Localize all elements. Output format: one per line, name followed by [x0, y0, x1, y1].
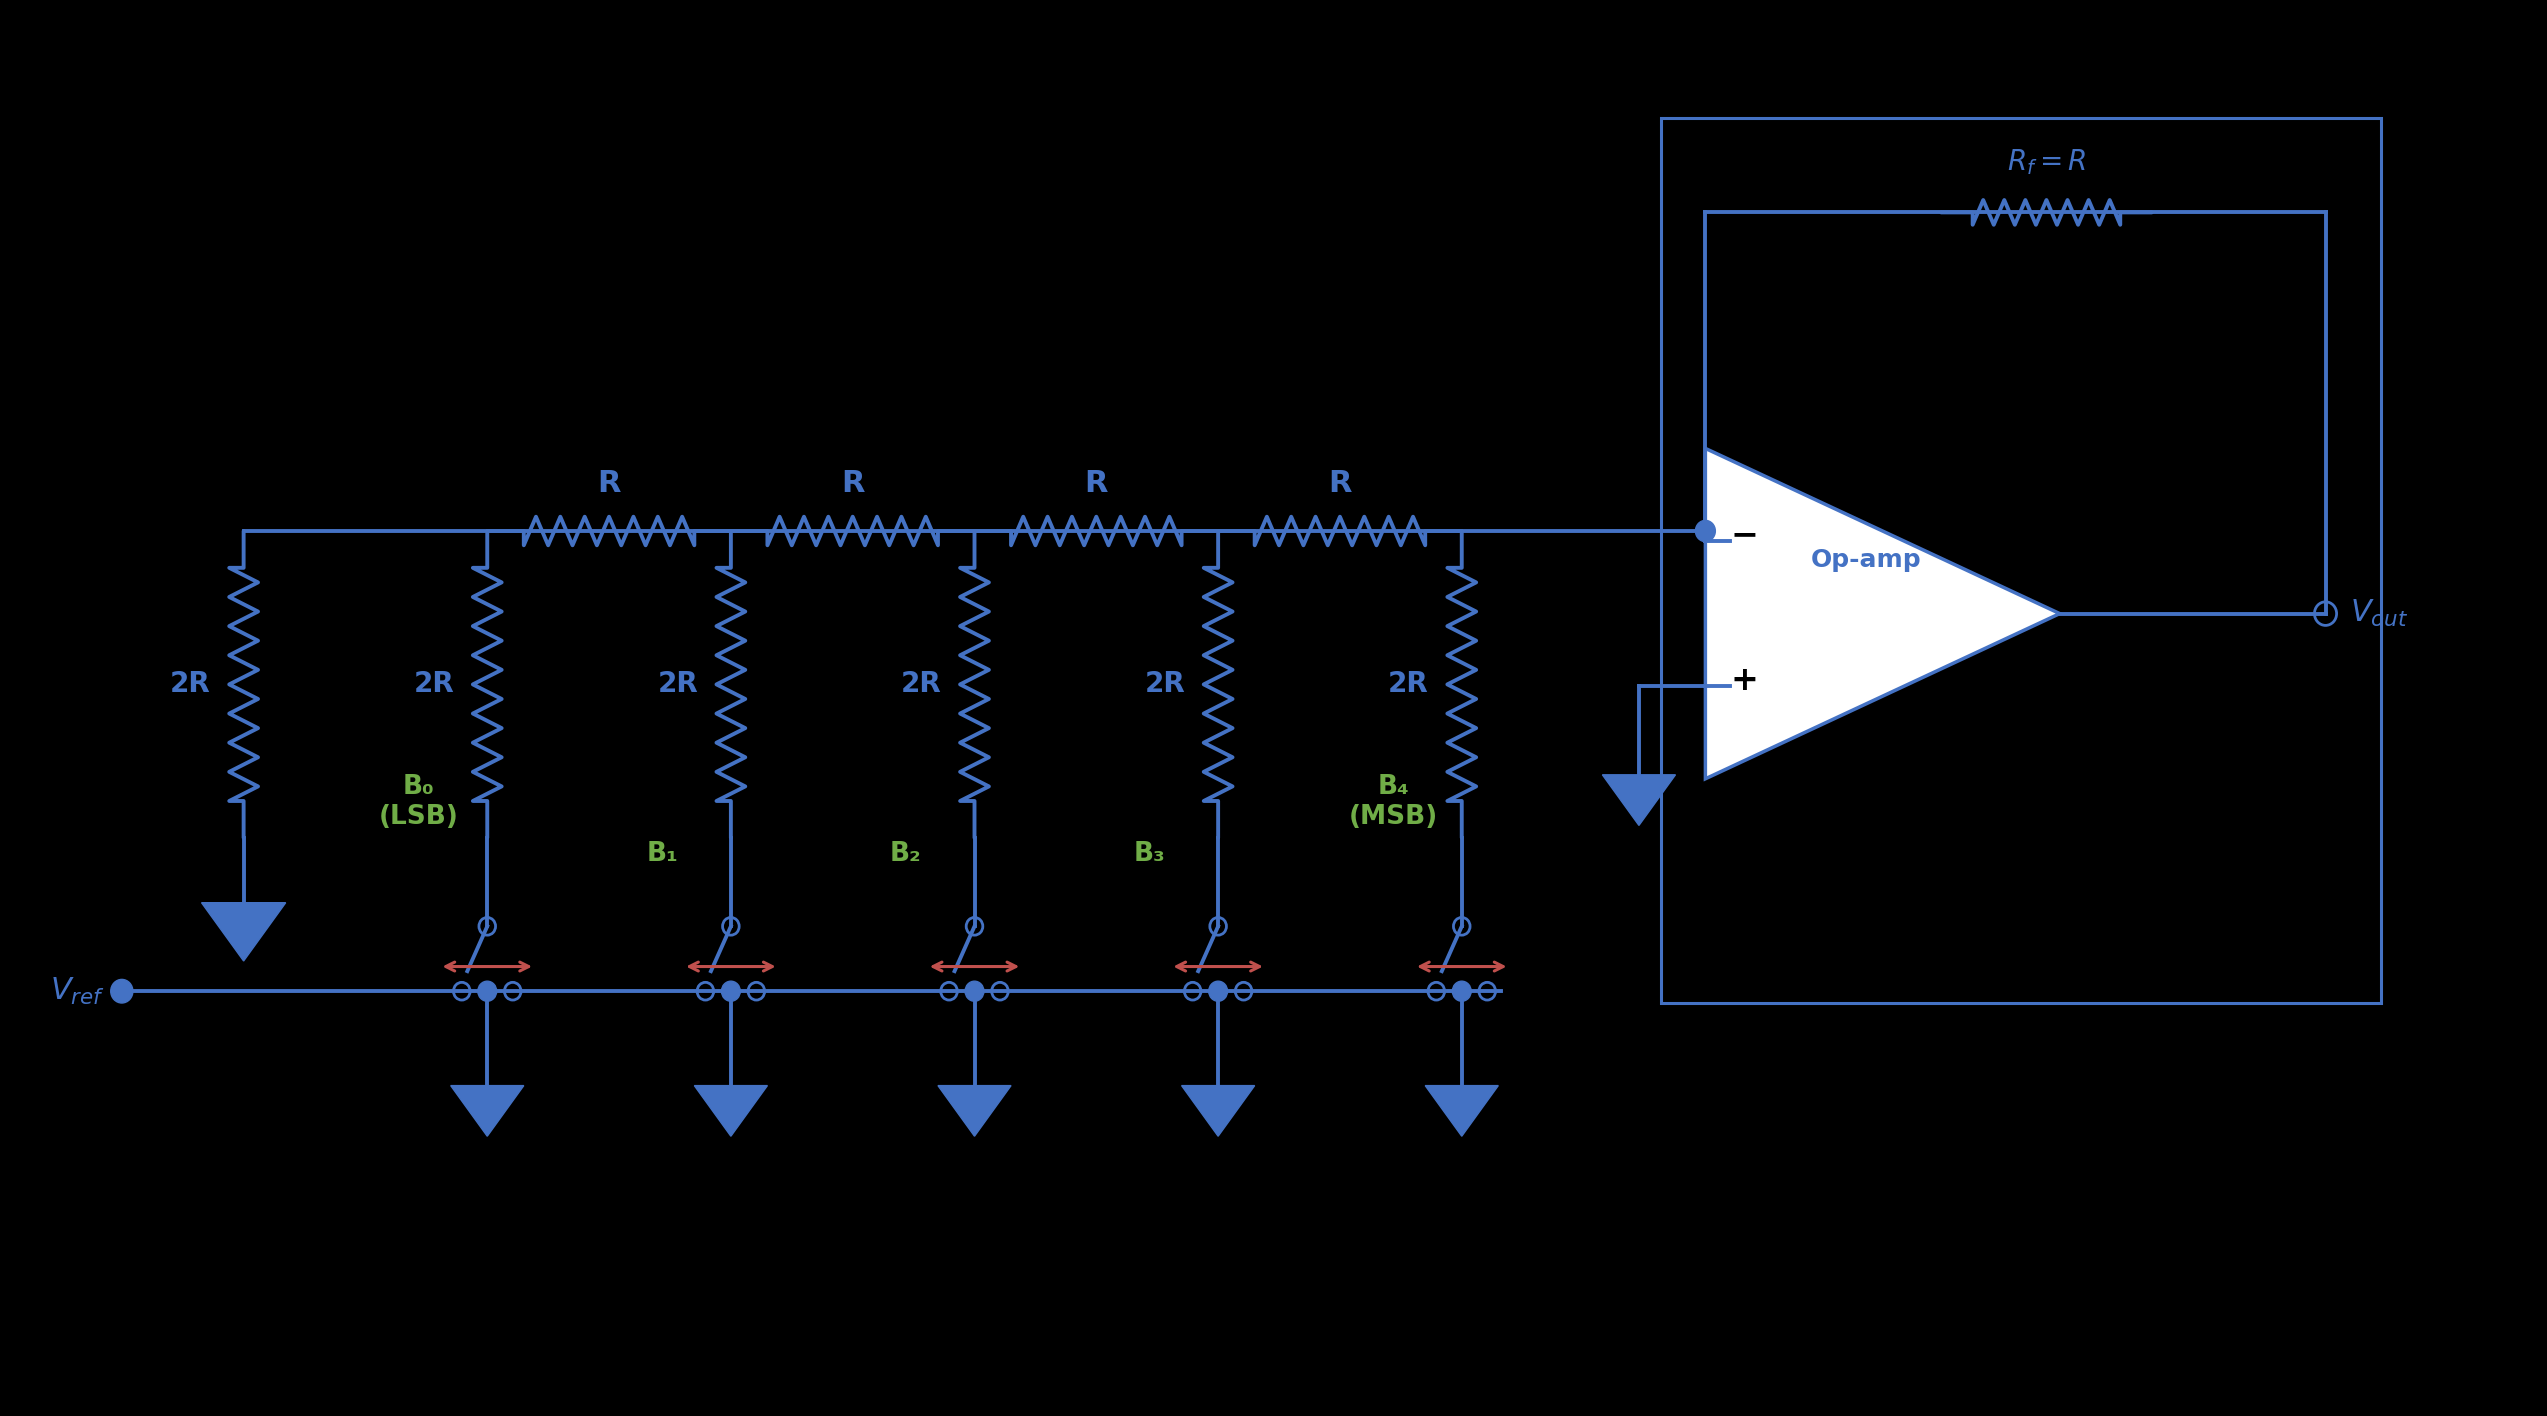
Text: 2R: 2R	[1144, 670, 1184, 698]
Text: B₀
(LSB): B₀ (LSB)	[380, 773, 458, 830]
Polygon shape	[937, 1086, 1011, 1136]
Text: R: R	[599, 469, 621, 498]
Text: $R_f = R$: $R_f = R$	[2007, 147, 2086, 177]
Text: B₃: B₃	[1133, 841, 1167, 867]
Polygon shape	[451, 1086, 525, 1136]
Text: B₁: B₁	[647, 841, 678, 867]
Polygon shape	[1182, 1086, 1256, 1136]
Text: 2R: 2R	[171, 670, 211, 698]
Circle shape	[965, 981, 983, 1001]
Circle shape	[479, 981, 497, 1001]
Text: 2R: 2R	[413, 670, 453, 698]
Circle shape	[721, 981, 741, 1001]
Text: $V_{ref}$: $V_{ref}$	[51, 976, 104, 1007]
Polygon shape	[1602, 775, 1676, 826]
Text: B₂: B₂	[889, 841, 922, 867]
Text: B₄
(MSB): B₄ (MSB)	[1347, 773, 1437, 830]
Text: 2R: 2R	[657, 670, 698, 698]
Text: R: R	[1327, 469, 1352, 498]
Text: 2R: 2R	[902, 670, 942, 698]
Text: −: −	[1729, 518, 1757, 551]
Text: 2R: 2R	[1388, 670, 1429, 698]
Text: R: R	[1085, 469, 1108, 498]
Polygon shape	[695, 1086, 767, 1136]
Text: R: R	[841, 469, 863, 498]
Circle shape	[1452, 981, 1472, 1001]
Text: +: +	[1729, 664, 1757, 697]
Polygon shape	[1426, 1086, 1498, 1136]
Circle shape	[110, 980, 132, 1003]
Circle shape	[1210, 981, 1228, 1001]
Polygon shape	[201, 903, 285, 961]
Text: Op-amp: Op-amp	[1811, 548, 1920, 572]
Polygon shape	[1706, 449, 2061, 779]
Text: $V_{out}$: $V_{out}$	[2351, 598, 2409, 629]
Circle shape	[1696, 521, 1714, 541]
